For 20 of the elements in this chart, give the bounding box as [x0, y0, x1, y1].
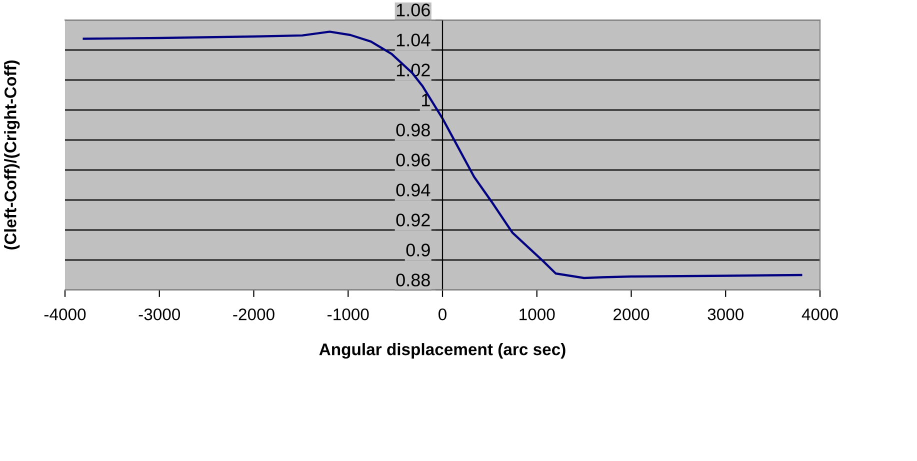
x-tick-label: -1000	[328, 308, 369, 320]
x-tick-label: -4000	[44, 308, 86, 320]
y-tick-label: 0.94	[396, 184, 430, 196]
x-tick-label: 2000	[614, 308, 650, 320]
x-tick-label: 3000	[708, 308, 744, 320]
x-axis-title: Angular displacement (arc sec)	[319, 343, 566, 359]
x-tick-label: -2000	[233, 308, 274, 320]
y-tick-label: 1.06	[396, 4, 430, 16]
y-axis-title: (Cleft-Coff)/(Cright-Coff)	[4, 60, 20, 250]
y-tick-label: 0.9	[406, 244, 430, 256]
y-tick-label: 0.92	[396, 214, 430, 226]
x-tick-label: 0	[438, 308, 446, 320]
y-tick-label: 1.04	[396, 34, 430, 46]
y-tick-label: 0.88	[396, 274, 430, 286]
y-tick-label: 1	[422, 94, 430, 106]
y-tick-label: 0.98	[396, 124, 430, 136]
y-tick-label: 0.96	[396, 154, 430, 166]
x-tick-label: -3000	[138, 308, 180, 320]
x-tick-label: 1000	[520, 308, 555, 320]
x-tick-label: 4000	[802, 308, 838, 320]
